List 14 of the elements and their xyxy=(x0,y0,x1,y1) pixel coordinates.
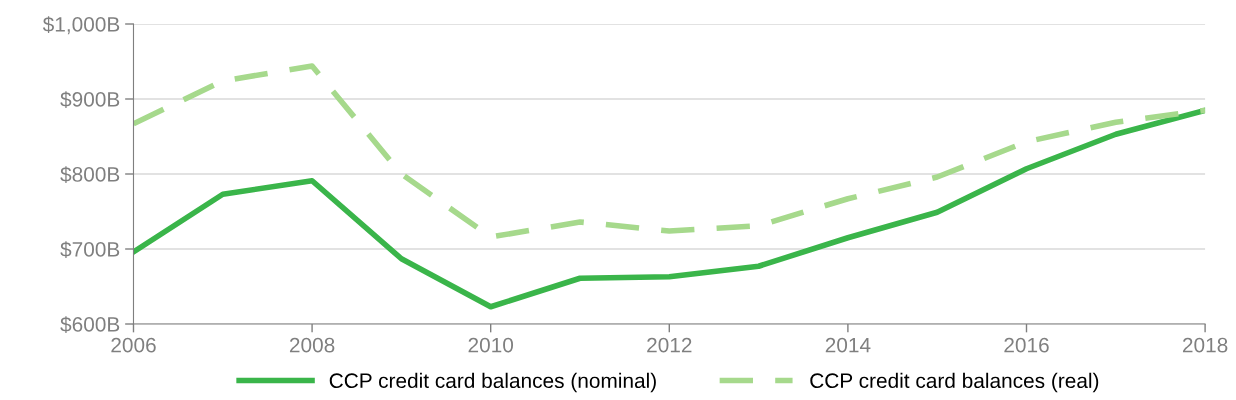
y-tick-label: $900B xyxy=(60,91,120,108)
y-tick-label: $700B xyxy=(60,241,120,258)
x-tick-label: 2006 xyxy=(111,337,156,353)
y-tick-label: $1,000B xyxy=(42,16,120,35)
y-tick-label: $800B xyxy=(60,166,120,183)
x-tick-label: 2010 xyxy=(468,337,514,353)
x-tick-label: 2018 xyxy=(1182,337,1228,353)
x-tick-label: 2016 xyxy=(1004,337,1049,353)
legend-label: CCP credit card balances (real) xyxy=(810,372,1099,393)
x-tick-label: 2008 xyxy=(289,337,335,353)
x-tick-label: 2012 xyxy=(647,337,692,353)
x-tick-label: 2014 xyxy=(825,337,871,353)
y-tick-label: $600B xyxy=(60,316,120,333)
legend-label: CCP credit card balances (nominal) xyxy=(329,372,656,393)
